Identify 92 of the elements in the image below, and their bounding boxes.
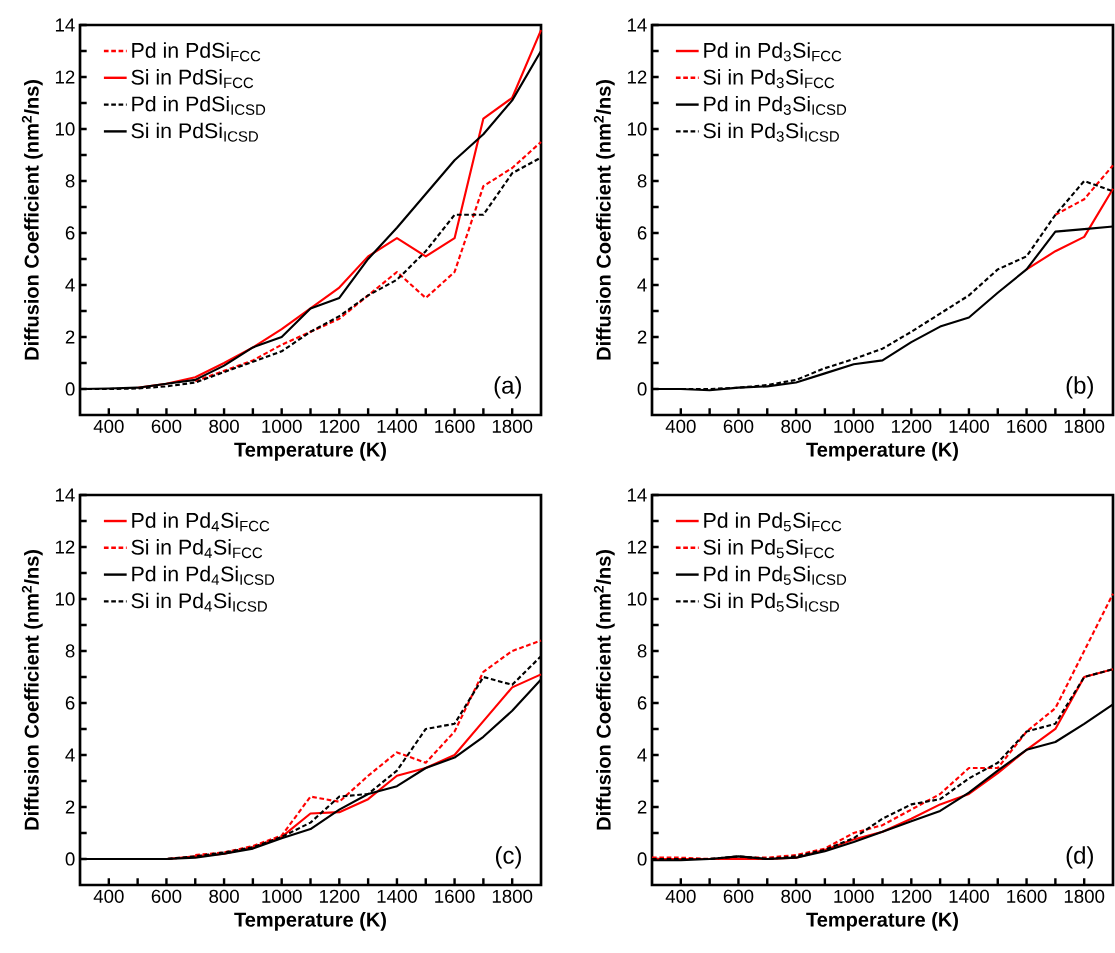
x-tick-label: 1800 bbox=[492, 889, 533, 903]
y-tick-label: 14 bbox=[55, 18, 75, 32]
y-axis-title: Diffusion Coefficient (nm$^{2}$/ns) bbox=[593, 550, 615, 830]
legend-label: Pd in Pd$_{5}$Si$_{FCC}$ bbox=[704, 512, 842, 532]
y-tick-label: 8 bbox=[637, 644, 647, 658]
y-tick-label: 10 bbox=[55, 122, 75, 136]
y-tick-label: 14 bbox=[627, 18, 647, 32]
legend-label: Pd in Pd$_{3}$Si$_{FCC}$ bbox=[704, 42, 842, 62]
x-tick-label: 1600 bbox=[435, 889, 475, 903]
y-tick-label: 2 bbox=[65, 800, 75, 814]
y-tick-label: 6 bbox=[637, 696, 647, 710]
y-tick-label: 2 bbox=[637, 330, 647, 344]
x-tick-label: 400 bbox=[93, 419, 124, 433]
y-tick-label: 4 bbox=[65, 748, 75, 762]
x-tick-label: 1400 bbox=[377, 889, 417, 903]
x-tick-label: 1800 bbox=[1064, 889, 1105, 903]
x-tick-label: 1200 bbox=[891, 419, 932, 433]
x-tick-label: 1800 bbox=[492, 419, 533, 433]
y-tick-label: 2 bbox=[637, 800, 647, 814]
x-tick-label: 600 bbox=[723, 419, 754, 433]
x-tick-label: 1000 bbox=[262, 419, 302, 433]
y-tick-label: 12 bbox=[627, 70, 647, 84]
x-tick-label: 1400 bbox=[949, 889, 989, 903]
y-tick-label: 2 bbox=[65, 330, 75, 344]
x-tick-label: 1600 bbox=[1007, 889, 1047, 903]
y-tick-label: 12 bbox=[627, 540, 647, 554]
y-tick-label: 12 bbox=[55, 70, 75, 84]
y-tick-label: 0 bbox=[65, 852, 75, 866]
x-tick-label: 1000 bbox=[834, 889, 874, 903]
legend-label: Si in PdSi$_{ICSD}$ bbox=[131, 122, 258, 142]
y-tick-label: 8 bbox=[65, 644, 75, 658]
y-tick-label: 0 bbox=[65, 382, 75, 396]
x-tick-label: 1600 bbox=[1007, 419, 1047, 433]
x-tick-label: 800 bbox=[209, 419, 239, 433]
y-tick-label: 8 bbox=[637, 174, 647, 188]
x-axis-title: Temperature (K) bbox=[234, 442, 386, 461]
x-tick-label: 1000 bbox=[262, 889, 302, 903]
legend-label: Si in Pd$_{4}$Si$_{ICSD}$ bbox=[131, 592, 267, 612]
y-axis-title: Diffusion Coefficient (nm$^{2}$/ns) bbox=[21, 80, 43, 360]
x-tick-label: 600 bbox=[151, 419, 182, 433]
x-axis-title: Temperature (K) bbox=[234, 912, 386, 931]
y-tick-label: 0 bbox=[637, 382, 647, 396]
y-tick-label: 4 bbox=[65, 278, 75, 292]
y-axis-title: Diffusion Coefficient (nm$^{2}$/ns) bbox=[21, 550, 43, 830]
legend-label: Si in Pd$_{3}$Si$_{FCC}$ bbox=[703, 69, 835, 89]
legend-label: Si in Pd$_{5}$Si$_{ICSD}$ bbox=[703, 592, 839, 612]
x-tick-label: 600 bbox=[723, 889, 754, 903]
legend-label: Si in PdSi$_{FCC}$ bbox=[131, 69, 254, 89]
x-tick-label: 600 bbox=[151, 889, 182, 903]
x-tick-label: 800 bbox=[209, 889, 239, 903]
legend-label: Pd in Pd$_{3}$Si$_{ICSD}$ bbox=[704, 95, 847, 115]
y-tick-label: 12 bbox=[55, 540, 75, 554]
legend-label: Pd in Pd$_{4}$Si$_{ICSD}$ bbox=[132, 565, 275, 585]
x-tick-label: 1600 bbox=[435, 419, 475, 433]
annotation: (b) bbox=[1066, 376, 1093, 399]
annotation: (a) bbox=[494, 376, 521, 399]
annotation: (d) bbox=[1066, 846, 1093, 869]
x-tick-label: 400 bbox=[665, 889, 696, 903]
x-tick-label: 1200 bbox=[319, 889, 360, 903]
x-tick-label: 400 bbox=[93, 889, 124, 903]
y-tick-label: 14 bbox=[627, 488, 647, 502]
y-tick-label: 10 bbox=[627, 592, 647, 606]
x-tick-label: 1400 bbox=[377, 419, 417, 433]
x-tick-label: 1400 bbox=[949, 419, 989, 433]
y-tick-label: 10 bbox=[55, 592, 75, 606]
legend-label: Si in Pd$_{4}$Si$_{FCC}$ bbox=[131, 539, 263, 559]
x-tick-label: 800 bbox=[781, 419, 811, 433]
x-tick-label: 1200 bbox=[891, 889, 932, 903]
y-axis-title: Diffusion Coefficient (nm$^{2}$/ns) bbox=[593, 80, 615, 360]
y-tick-label: 4 bbox=[637, 278, 647, 292]
y-tick-label: 0 bbox=[637, 852, 647, 866]
x-axis-title: Temperature (K) bbox=[806, 442, 958, 461]
y-tick-label: 8 bbox=[65, 174, 75, 188]
y-tick-label: 6 bbox=[65, 696, 75, 710]
y-tick-label: 14 bbox=[55, 488, 75, 502]
legend-label: Pd in PdSi$_{FCC}$ bbox=[132, 42, 261, 62]
x-tick-label: 800 bbox=[781, 889, 811, 903]
y-tick-label: 6 bbox=[637, 226, 647, 240]
y-tick-label: 10 bbox=[627, 122, 647, 136]
x-tick-label: 1800 bbox=[1064, 419, 1105, 433]
y-tick-label: 6 bbox=[65, 226, 75, 240]
y-tick-label: 4 bbox=[637, 748, 647, 762]
legend-label: Si in Pd$_{5}$Si$_{FCC}$ bbox=[703, 539, 835, 559]
x-axis-title: Temperature (K) bbox=[806, 912, 958, 931]
x-tick-label: 1200 bbox=[319, 419, 360, 433]
x-tick-label: 1000 bbox=[834, 419, 874, 433]
x-tick-label: 400 bbox=[665, 419, 696, 433]
legend-label: Pd in Pd$_{5}$Si$_{ICSD}$ bbox=[704, 565, 847, 585]
annotation: (c) bbox=[495, 846, 521, 869]
legend-label: Si in Pd$_{3}$Si$_{ICSD}$ bbox=[703, 122, 839, 142]
legend-label: Pd in PdSi$_{ICSD}$ bbox=[132, 95, 266, 115]
legend-label: Pd in Pd$_{4}$Si$_{FCC}$ bbox=[132, 512, 270, 532]
